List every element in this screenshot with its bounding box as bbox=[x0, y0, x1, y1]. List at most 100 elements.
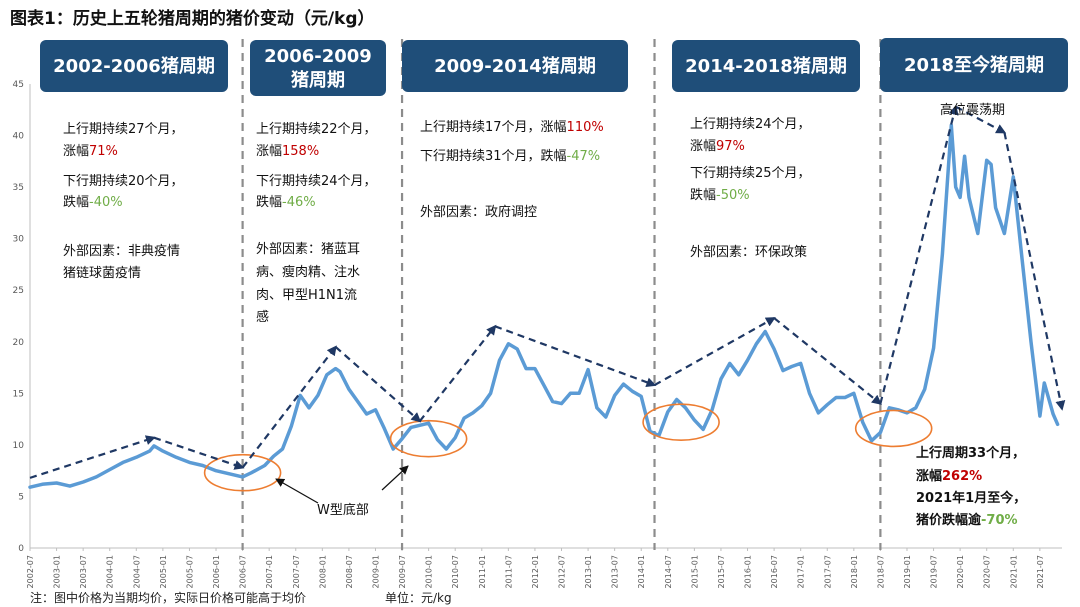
cycle-note-segment: -47% bbox=[567, 149, 601, 164]
cycle-note-line: 上行期持续27个月， bbox=[63, 122, 184, 137]
cycle-note-segment: 下行期持续25个月， bbox=[690, 166, 811, 181]
trend-arrow bbox=[29, 435, 156, 479]
x-tick-label: 2018-01 bbox=[850, 555, 859, 588]
cycle-note-line: 跌幅-50% bbox=[690, 187, 750, 203]
cycle-note-segment: 猪链球菌疫情 bbox=[63, 265, 141, 281]
unit-label: 单位：元/kg bbox=[385, 591, 452, 605]
cycle-note-line: 涨幅262% bbox=[915, 468, 982, 484]
cycle-note-line: 肉、甲型H1N1流 bbox=[256, 288, 357, 303]
y-tick-label: 5 bbox=[18, 492, 24, 502]
cycle-note-line: 下行期持续25个月， bbox=[690, 166, 811, 181]
x-tick-label: 2011-01 bbox=[478, 555, 487, 588]
cycle-note-line: 上行周期33个月， bbox=[916, 445, 1025, 461]
cycle-note-segment: 涨幅 bbox=[256, 144, 282, 159]
x-tick-label: 2003-01 bbox=[53, 555, 62, 588]
cycle-header-box bbox=[40, 40, 228, 92]
x-tick-label: 2013-07 bbox=[611, 555, 620, 588]
cycle-header-label: 2002-2006猪周期 bbox=[53, 55, 215, 77]
cycle-note-segment: 猪价跌幅逾 bbox=[915, 512, 982, 528]
cycle-note-line: 下行期持续20个月， bbox=[63, 174, 184, 189]
cycle-note-line: 猪链球菌疫情 bbox=[63, 265, 141, 281]
w-bottom-arrow bbox=[275, 478, 319, 504]
trend-arrow bbox=[773, 317, 882, 405]
x-tick-label: 2019-07 bbox=[930, 555, 939, 588]
chart-axes: 0 5 10 15 20 25 30 35 40 45 2002-07 2003-01 2003-07 2… bbox=[13, 80, 1062, 588]
x-tick-label: 2006-07 bbox=[239, 555, 248, 588]
y-tick-label: 45 bbox=[13, 80, 24, 90]
x-tick-label: 2020-07 bbox=[983, 555, 992, 588]
cycle-note-segment: 下行期持续24个月， bbox=[256, 174, 377, 189]
x-tick-label: 2011-07 bbox=[504, 555, 513, 588]
cycle-note-segment: 涨幅 bbox=[63, 144, 89, 159]
trend-arrow bbox=[418, 324, 497, 422]
bottom-circle bbox=[854, 409, 933, 448]
cycle-note-segment: -70% bbox=[981, 513, 1018, 528]
y-tick-label: 25 bbox=[13, 286, 24, 296]
cycle-note-segment: 上行周期33个月， bbox=[916, 445, 1025, 461]
y-tick-label: 20 bbox=[13, 338, 25, 348]
x-tick-label: 2004-01 bbox=[106, 555, 115, 588]
x-tick-label: 2010-01 bbox=[425, 555, 434, 588]
cycle-note-line: 涨幅71% bbox=[63, 144, 118, 159]
cycle-note-segment: 跌幅 bbox=[63, 194, 89, 210]
x-tick-label: 2016-07 bbox=[770, 555, 779, 588]
x-tick-label: 2015-01 bbox=[690, 555, 699, 588]
cycle-note-segment: 涨幅 bbox=[690, 139, 716, 154]
x-tick-label: 2004-07 bbox=[132, 555, 141, 588]
cycle-header-box bbox=[880, 38, 1068, 92]
x-tick-label: 2006-01 bbox=[212, 555, 221, 588]
cycle-note-segment: 外部因素：非典疫情 bbox=[63, 243, 180, 259]
x-tick-label: 2014-01 bbox=[637, 555, 646, 588]
cycle-header-label: 2014-2018猪周期 bbox=[685, 55, 847, 77]
x-tick-label: 2013-01 bbox=[584, 555, 593, 588]
cycle-note-line: 下行期持续31个月，跌幅-47% bbox=[420, 148, 600, 164]
cycle-note-line: 外部因素：非典疫情 bbox=[63, 243, 180, 259]
cycle-note-segment: 跌幅 bbox=[256, 194, 282, 210]
cycle-note-segment: -40% bbox=[89, 195, 123, 210]
figure-title: 图表1：历史上五轮猪周期的猪价变动（元/kg） bbox=[10, 9, 375, 29]
cycle-note-segment: -50% bbox=[716, 188, 750, 203]
cycle-note-segment: 71% bbox=[89, 144, 118, 159]
y-tick-label: 40 bbox=[13, 132, 25, 142]
x-tick-label: 2021-07 bbox=[1036, 555, 1045, 588]
cycle-note-line: 跌幅-40% bbox=[63, 194, 123, 210]
cycle-note-line: 感 bbox=[256, 309, 269, 325]
cycle-note-line: 2021年1月至今， bbox=[916, 490, 1026, 506]
cycle-note-line: 下行期持续24个月， bbox=[256, 174, 377, 189]
cycle-note-segment: 感 bbox=[256, 309, 269, 325]
cycle-note-line: 病、瘦肉精、注水 bbox=[256, 264, 360, 280]
x-tick-label: 2009-07 bbox=[398, 555, 407, 588]
y-tick-label: 30 bbox=[13, 235, 25, 245]
cycle-note-line: 外部因素：环保政策 bbox=[690, 244, 807, 260]
cycle-note-segment: 下行期持续20个月， bbox=[63, 174, 184, 189]
footnote: 注：图中价格为当期均价，实际日价格可能高于均价 bbox=[30, 591, 307, 605]
cycle-note-line: 跌幅-46% bbox=[256, 194, 316, 210]
x-tick-label: 2008-01 bbox=[318, 555, 327, 588]
cycle-note-segment: 上行期持续24个月， bbox=[690, 117, 811, 132]
cycle-note-segment: 下行期持续31个月，跌幅 bbox=[420, 148, 567, 164]
trend-arrow bbox=[955, 105, 1007, 134]
cycle-note-segment: 2021年1月至今， bbox=[916, 490, 1026, 506]
trend-arrow bbox=[241, 345, 337, 469]
y-tick-label: 10 bbox=[13, 441, 25, 451]
cycle-note-line: 涨幅97% bbox=[690, 139, 745, 154]
cycle-note-segment: 97% bbox=[716, 139, 745, 154]
x-tick-label: 2018-07 bbox=[876, 555, 885, 588]
x-tick-label: 2009-01 bbox=[371, 555, 380, 588]
x-tick-label: 2010-07 bbox=[451, 555, 460, 588]
cycle-notes: 上行期持续27个月，涨幅71%下行期持续20个月，跌幅-40%外部因素：非典疫情… bbox=[63, 117, 1026, 528]
cycle-note-segment: -46% bbox=[282, 195, 316, 210]
cycle-note-segment: 110% bbox=[567, 120, 604, 135]
trend-arrows bbox=[29, 104, 1066, 479]
cycle-header-label: 2009-2014猪周期 bbox=[434, 55, 596, 77]
price-series bbox=[28, 123, 1060, 489]
x-tick-label: 2002-07 bbox=[26, 555, 35, 588]
cycle-note-line: 涨幅158% bbox=[256, 144, 319, 159]
y-tick-label: 35 bbox=[13, 183, 24, 193]
cycle-note-segment: 涨幅 bbox=[915, 468, 942, 484]
x-tick-label: 2008-07 bbox=[345, 555, 354, 588]
x-tick-label: 2015-07 bbox=[717, 555, 726, 588]
bottom-circles bbox=[203, 403, 933, 492]
y-tick-label: 0 bbox=[18, 544, 24, 554]
cycle-note-segment: 病、瘦肉精、注水 bbox=[256, 264, 360, 280]
